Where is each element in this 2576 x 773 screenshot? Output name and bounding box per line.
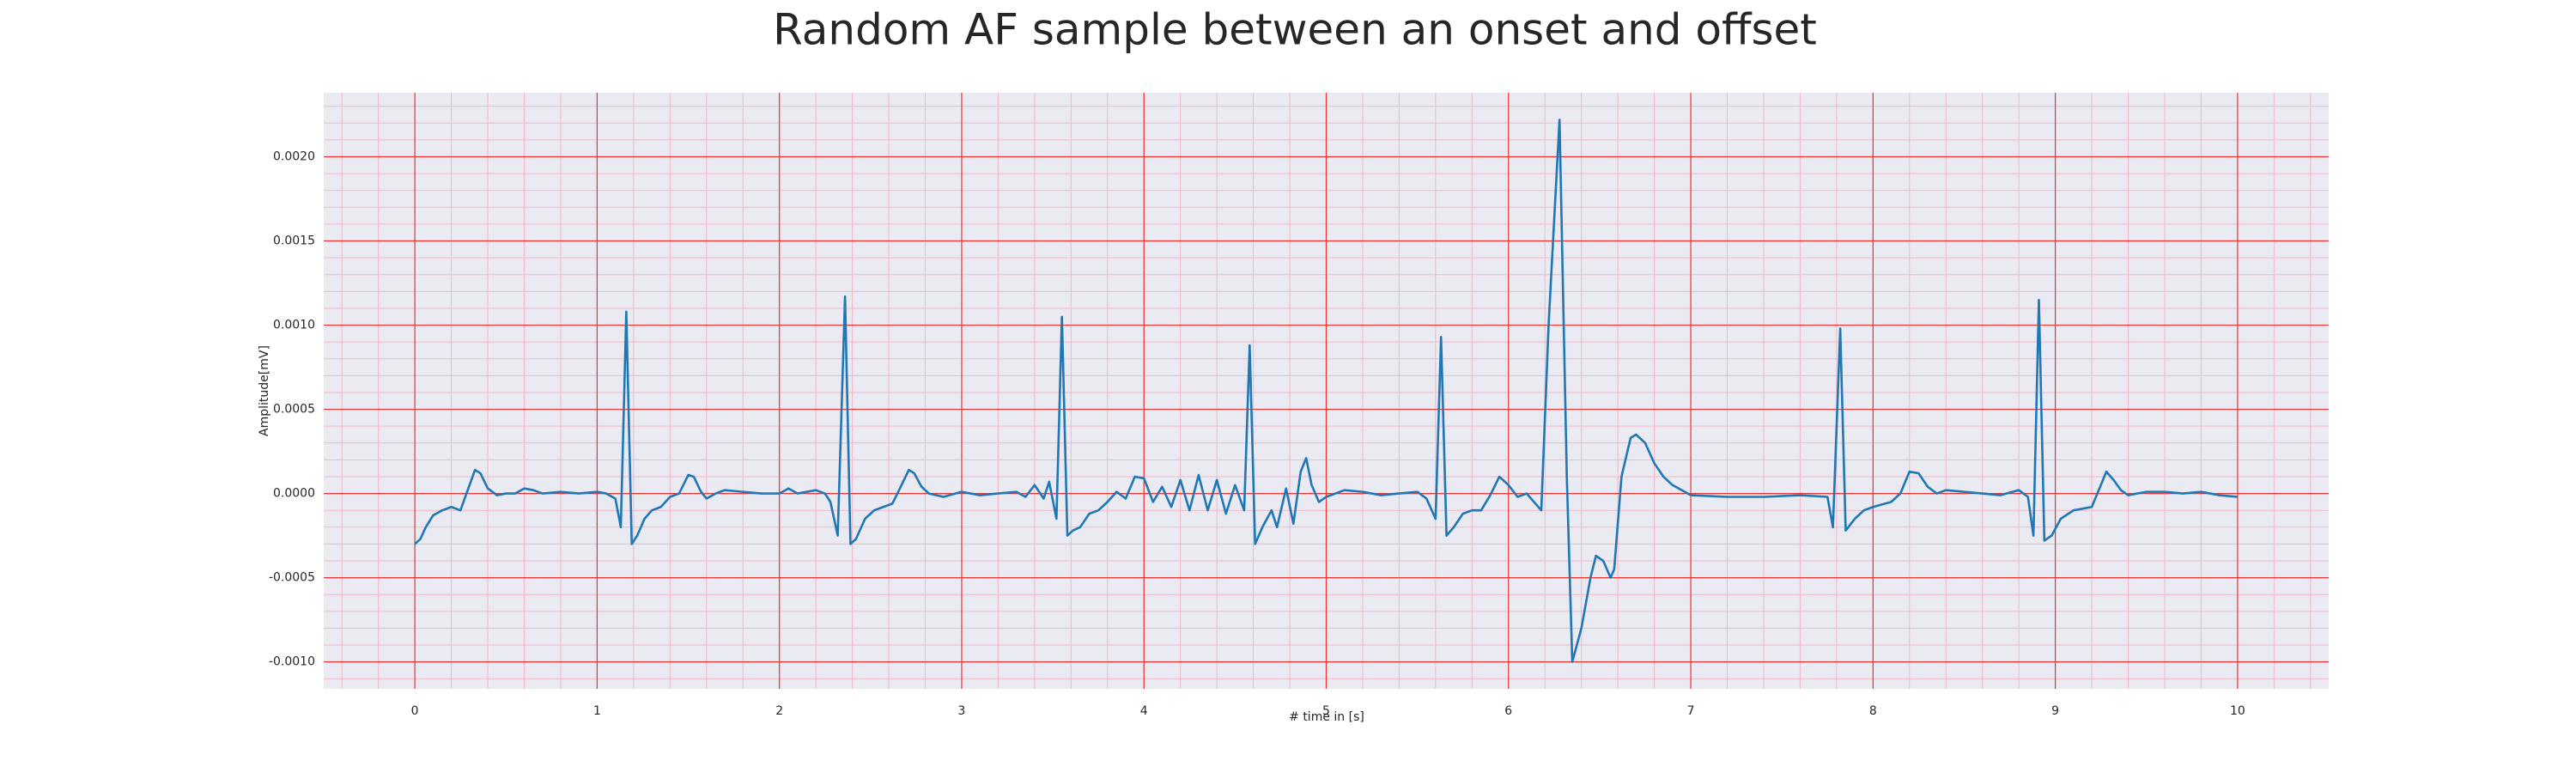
x-tick-label: 4 bbox=[1140, 704, 1148, 718]
x-tick-label: 9 bbox=[2051, 704, 2059, 718]
x-tick-label: 8 bbox=[1869, 704, 1877, 718]
x-tick-label: 6 bbox=[1504, 704, 1512, 718]
y-tick-label: 0.0010 bbox=[273, 319, 315, 332]
y-tick-label: 0.0015 bbox=[273, 234, 315, 248]
x-axis-label: # time in [s] bbox=[1289, 710, 1364, 724]
x-tick-label: 2 bbox=[775, 704, 783, 718]
y-tick-label: 0.0020 bbox=[273, 149, 315, 163]
x-tick-label: 3 bbox=[957, 704, 965, 718]
y-tick-label: 0.0005 bbox=[273, 403, 315, 417]
y-tick-label: -0.0010 bbox=[269, 655, 315, 669]
signal-line bbox=[414, 119, 2238, 663]
y-axis-label: Amplitude[mV] bbox=[258, 345, 271, 436]
y-tick-label: -0.0005 bbox=[269, 571, 315, 585]
x-tick-label: 0 bbox=[411, 704, 419, 718]
x-tick-label: 10 bbox=[2230, 704, 2245, 718]
chart-title: Random AF sample between an onset and of… bbox=[773, 5, 1817, 55]
x-tick-label: 1 bbox=[593, 704, 601, 718]
y-tick-label: 0.0000 bbox=[273, 487, 315, 501]
x-tick-label: 5 bbox=[1322, 704, 1330, 718]
x-tick-label: 7 bbox=[1687, 704, 1695, 718]
